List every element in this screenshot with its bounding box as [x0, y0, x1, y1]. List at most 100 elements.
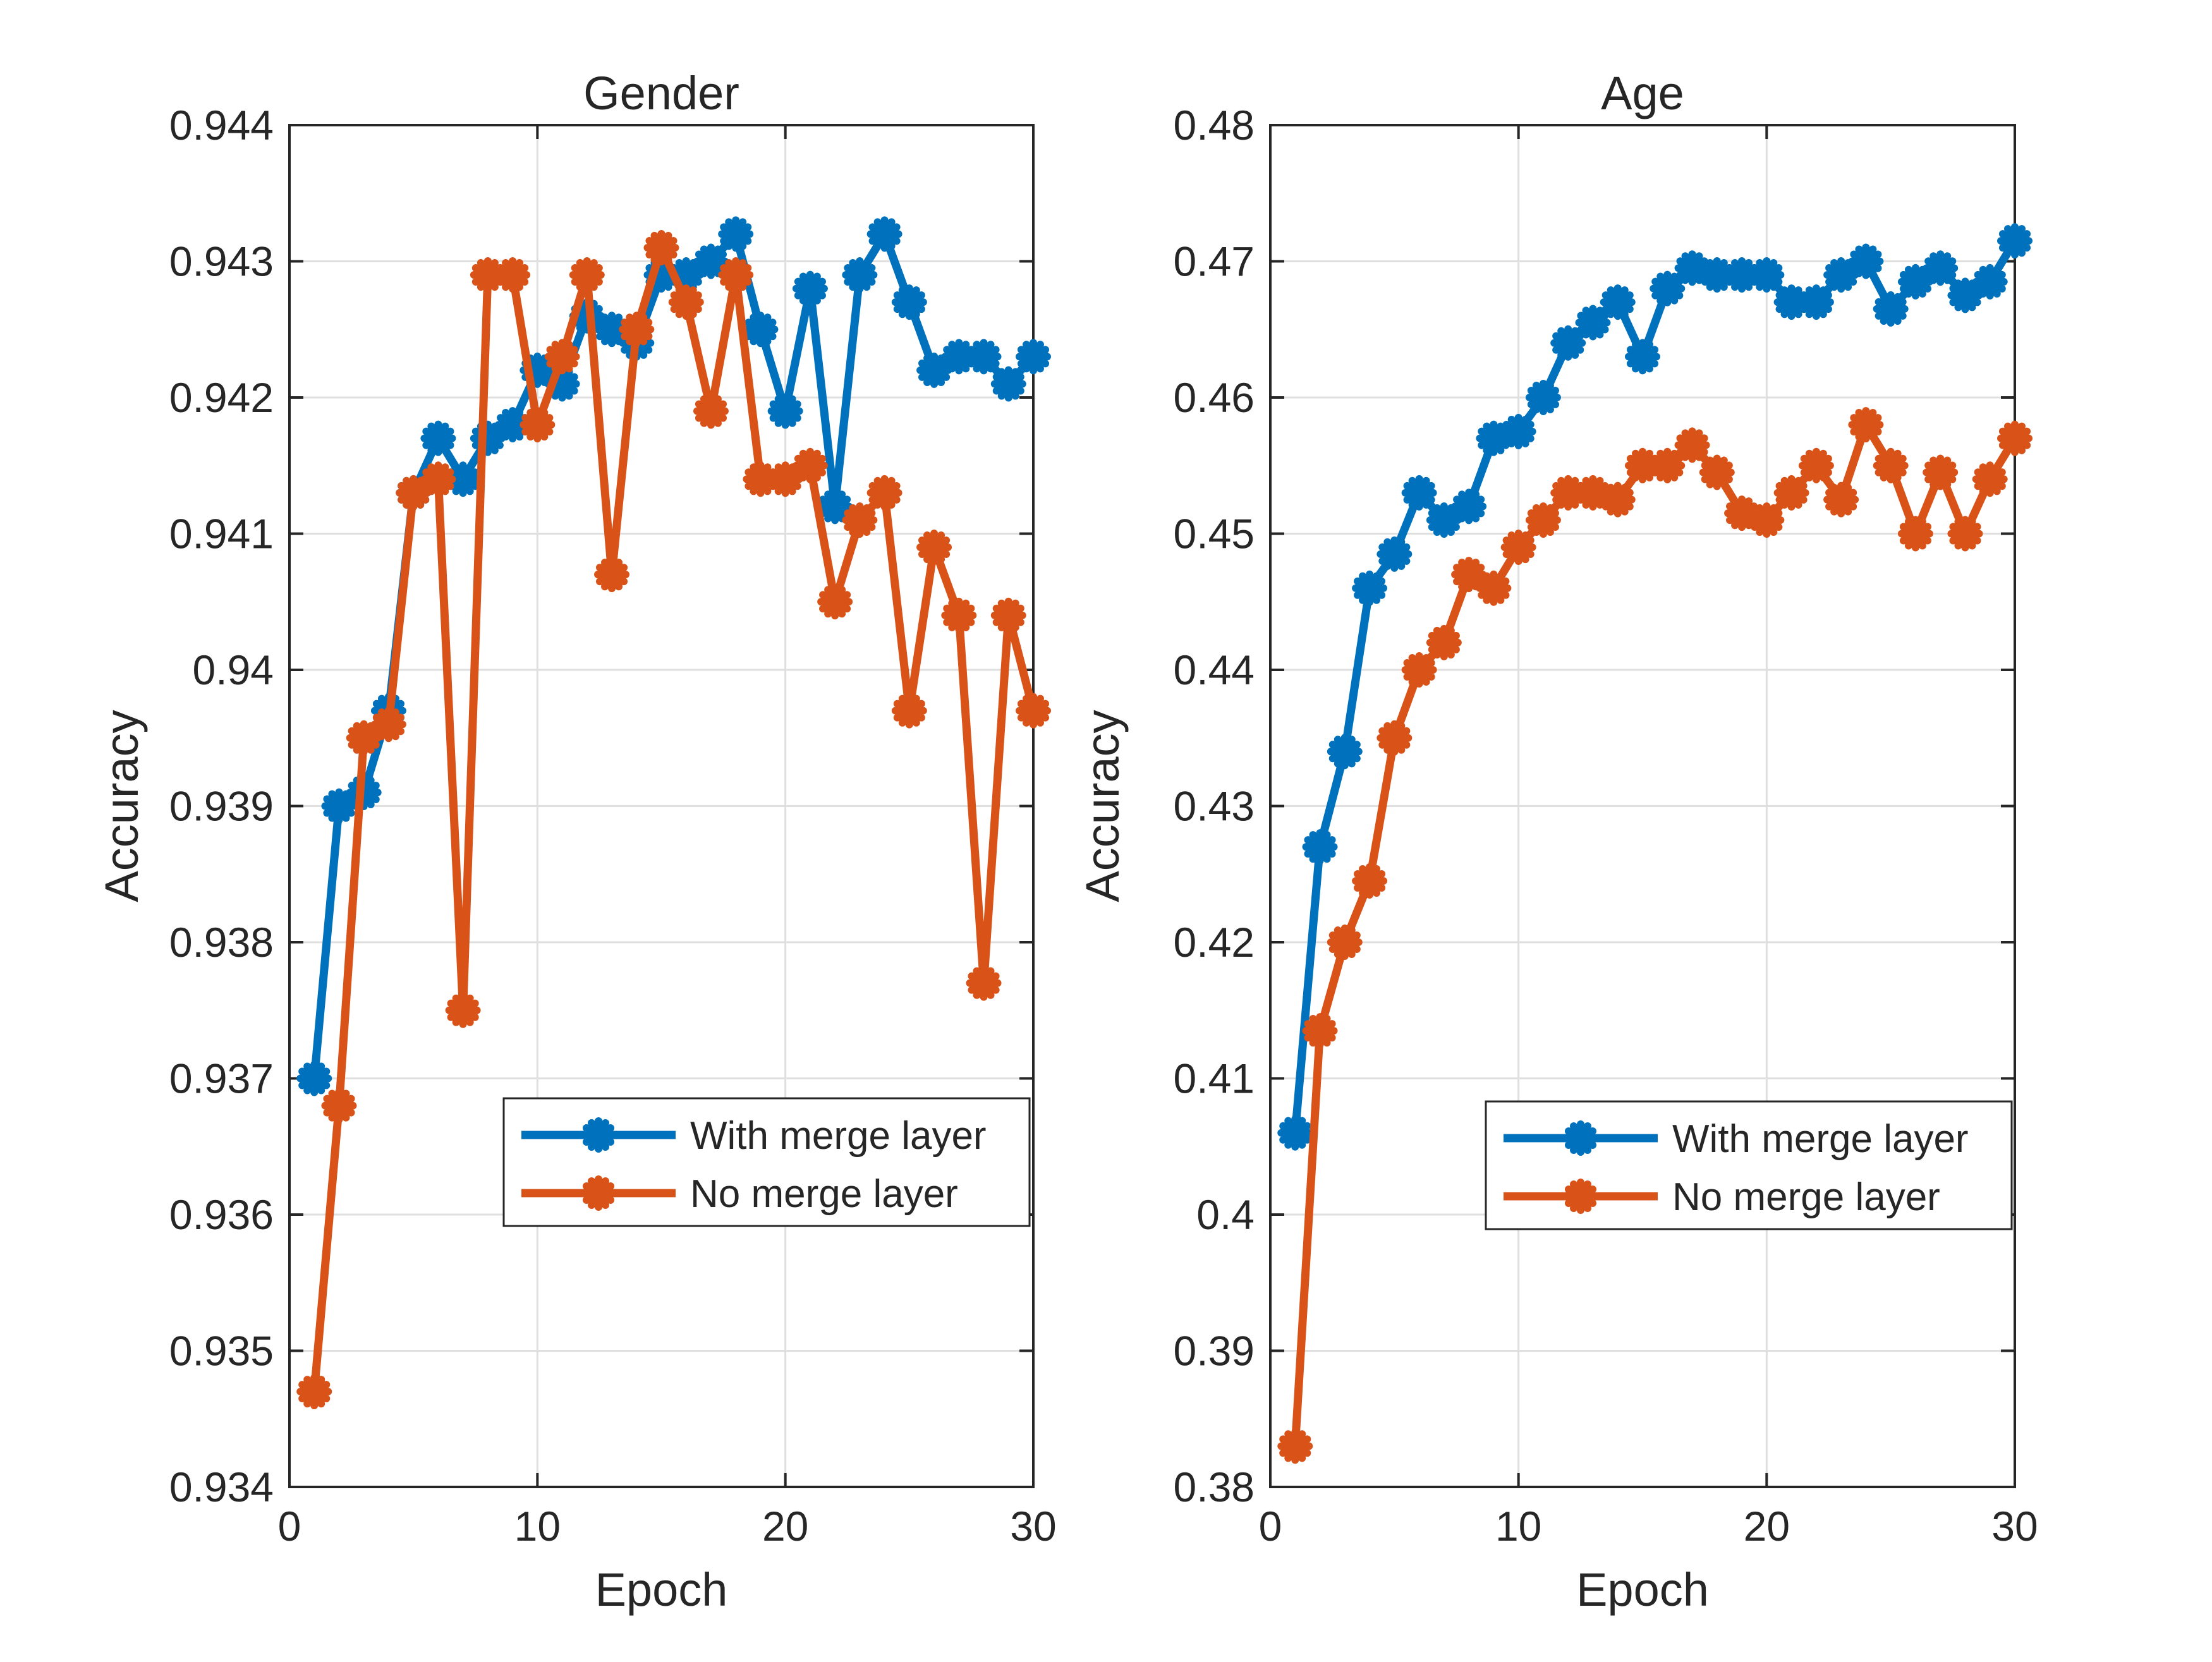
data-point [1426, 624, 1462, 660]
y-tick-label: 0.941 [169, 511, 274, 557]
data-point [1972, 461, 2008, 497]
y-tick-label: 0.43 [1174, 783, 1255, 830]
y-tick-label: 0.944 [169, 102, 274, 149]
data-point [1550, 325, 1586, 361]
data-point [1451, 557, 1487, 593]
data-point [916, 352, 952, 388]
y-tick-label: 0.936 [169, 1191, 274, 1238]
data-point [1327, 925, 1363, 960]
y-tick-label: 0.943 [169, 238, 274, 285]
data-point [1873, 291, 1909, 327]
x-tick-label: 30 [1991, 1503, 2038, 1550]
data-point [966, 339, 1002, 375]
data-point [990, 366, 1026, 402]
legend: With merge layer No merge layer [1485, 1100, 2013, 1230]
y-tick-label: 0.937 [169, 1055, 274, 1102]
data-point [718, 216, 754, 252]
data-point [1674, 427, 1710, 463]
series-1 [296, 229, 1051, 1410]
data-point [1798, 284, 1834, 320]
y-tick-label: 0.48 [1174, 102, 1255, 149]
data-point [1376, 536, 1413, 572]
x-axis-label: Epoch [1576, 1563, 1709, 1616]
data-point [1947, 516, 1983, 552]
data-point [1500, 413, 1536, 449]
data-point [1277, 1428, 1313, 1464]
y-axis-label: Accuracy [95, 710, 148, 902]
y-axis-label: Accuracy [1076, 710, 1129, 902]
data-point [941, 597, 977, 633]
data-point [891, 284, 927, 320]
legend-entry: No merge layer [1504, 1175, 1940, 1219]
data-point [1525, 502, 1561, 538]
data-point [1625, 339, 1660, 375]
legend-marker [581, 1117, 616, 1153]
y-tick-label: 0.44 [1174, 646, 1255, 693]
data-point [767, 393, 803, 429]
data-point [792, 270, 828, 306]
data-point [941, 339, 977, 375]
data-point [1947, 277, 1983, 313]
legend-label: With merge layer [690, 1114, 987, 1158]
data-point [916, 530, 952, 566]
data-point [966, 965, 1002, 1001]
legend-entry: With merge layer [521, 1114, 987, 1158]
data-point [1016, 339, 1051, 375]
chart-panel-0: 0 10 20 30 0.934 0.935 0.936 0.937 0.938 0.939 0.9… [95, 67, 1057, 1616]
data-point [321, 1088, 357, 1124]
data-point [842, 257, 878, 293]
y-tick-label: 0.934 [169, 1464, 274, 1510]
data-point [1699, 454, 1735, 490]
data-point [668, 284, 704, 320]
y-tick-label: 0.4 [1196, 1191, 1255, 1238]
y-tick-label: 0.942 [169, 374, 274, 421]
data-point [1848, 243, 1884, 279]
x-tick-label: 20 [1744, 1503, 1790, 1550]
legend: With merge layer No merge layer [502, 1097, 1031, 1227]
data-point [1302, 1013, 1338, 1049]
data-point [792, 447, 828, 483]
data-point [1401, 652, 1437, 688]
data-point [1352, 570, 1388, 606]
data-point [1650, 447, 1686, 483]
series-0 [1277, 223, 2033, 1151]
data-point [743, 312, 779, 348]
data-point [1016, 693, 1051, 729]
data-point [296, 1060, 332, 1096]
y-tick-label: 0.42 [1174, 919, 1255, 966]
x-axis-label: Epoch [595, 1563, 728, 1616]
x-tick-label: 0 [278, 1503, 301, 1550]
data-point [1476, 570, 1512, 606]
y-tick-label: 0.46 [1174, 374, 1255, 421]
data-point [1302, 829, 1338, 865]
legend-label: No merge layer [690, 1172, 958, 1216]
data-point [1749, 502, 1785, 538]
data-point [544, 339, 580, 375]
y-tick-label: 0.47 [1174, 238, 1255, 285]
data-point [1897, 516, 1933, 552]
data-point [1749, 257, 1785, 293]
data-point [817, 584, 853, 620]
data-point [990, 597, 1026, 633]
x-tick-label: 30 [1010, 1503, 1056, 1550]
data-point [1650, 270, 1686, 306]
chart-panel-1: 0 10 20 30 0.38 0.39 0.4 0.41 0.42 0.43 0.44 0.45 0.… [1076, 67, 2038, 1616]
data-point [1923, 454, 1959, 490]
data-point [1972, 264, 2008, 300]
data-point [1873, 447, 1909, 483]
data-point [1773, 475, 1809, 511]
data-point [445, 992, 481, 1028]
legend-marker [581, 1175, 616, 1211]
data-point [693, 393, 729, 429]
y-tick-label: 0.39 [1174, 1328, 1255, 1374]
y-tick-label: 0.935 [169, 1328, 274, 1374]
data-point [1798, 447, 1834, 483]
y-tick-label: 0.38 [1174, 1464, 1255, 1510]
y-tick-label: 0.94 [193, 646, 274, 693]
data-point [1625, 447, 1660, 483]
data-point [520, 407, 556, 443]
data-point [1277, 1115, 1313, 1151]
data-point [1997, 223, 2033, 259]
